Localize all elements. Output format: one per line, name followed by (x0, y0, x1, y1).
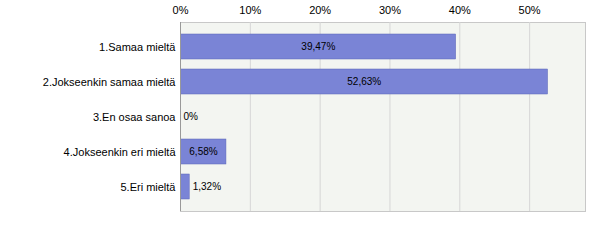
svg-text:0%: 0% (184, 111, 199, 122)
svg-text:6,58%: 6,58% (189, 146, 217, 157)
svg-text:52,63%: 52,63% (347, 76, 381, 87)
svg-text:2.Jokseenkin samaa mieltä: 2.Jokseenkin samaa mieltä (43, 76, 177, 88)
svg-text:30%: 30% (379, 4, 401, 16)
svg-text:4.Jokseenkin eri mieltä: 4.Jokseenkin eri mieltä (64, 146, 177, 158)
svg-text:0%: 0% (173, 4, 189, 16)
svg-text:1,32%: 1,32% (193, 181, 221, 192)
svg-text:20%: 20% (309, 4, 331, 16)
svg-text:50%: 50% (519, 4, 541, 16)
svg-text:10%: 10% (239, 4, 261, 16)
svg-text:1.Samaa mieltä: 1.Samaa mieltä (99, 41, 176, 53)
svg-text:40%: 40% (449, 4, 471, 16)
svg-text:5.Eri mieltä: 5.Eri mieltä (120, 181, 176, 193)
svg-text:3.En osaa sanoa: 3.En osaa sanoa (93, 111, 176, 123)
svg-text:39,47%: 39,47% (301, 41, 335, 52)
